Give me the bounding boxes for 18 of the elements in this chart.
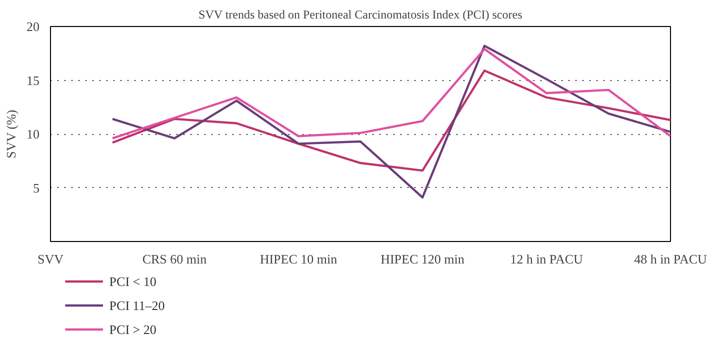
line-series bbox=[111, 69, 670, 172]
y-tick-label: 5 bbox=[33, 180, 40, 196]
y-tick-label: 10 bbox=[26, 126, 40, 142]
x-tick-label: SVV bbox=[37, 252, 64, 266]
legend-label: PCI > 20 bbox=[109, 322, 156, 337]
legend-label: PCI 11–20 bbox=[109, 298, 165, 313]
x-tick-label: 48 h in PACU bbox=[634, 252, 708, 266]
x-tick-label: CRS 60 min bbox=[142, 252, 208, 266]
y-axis-title: SVV (%) bbox=[4, 110, 18, 158]
x-tick-label: 12 h in PACU bbox=[510, 252, 584, 266]
x-tick-label: HIPEC 120 min bbox=[380, 252, 465, 266]
y-tick-label: 20 bbox=[26, 19, 40, 34]
line-series bbox=[111, 48, 670, 140]
x-tick-label: HIPEC 10 min bbox=[260, 252, 338, 266]
line-series bbox=[111, 44, 670, 199]
legend-label: PCI < 10 bbox=[109, 274, 156, 289]
y-tick-label: 15 bbox=[26, 72, 40, 88]
chart-title: SVV trends based on Peritoneal Carcinomatosis Index (PCI) scores bbox=[198, 8, 523, 22]
